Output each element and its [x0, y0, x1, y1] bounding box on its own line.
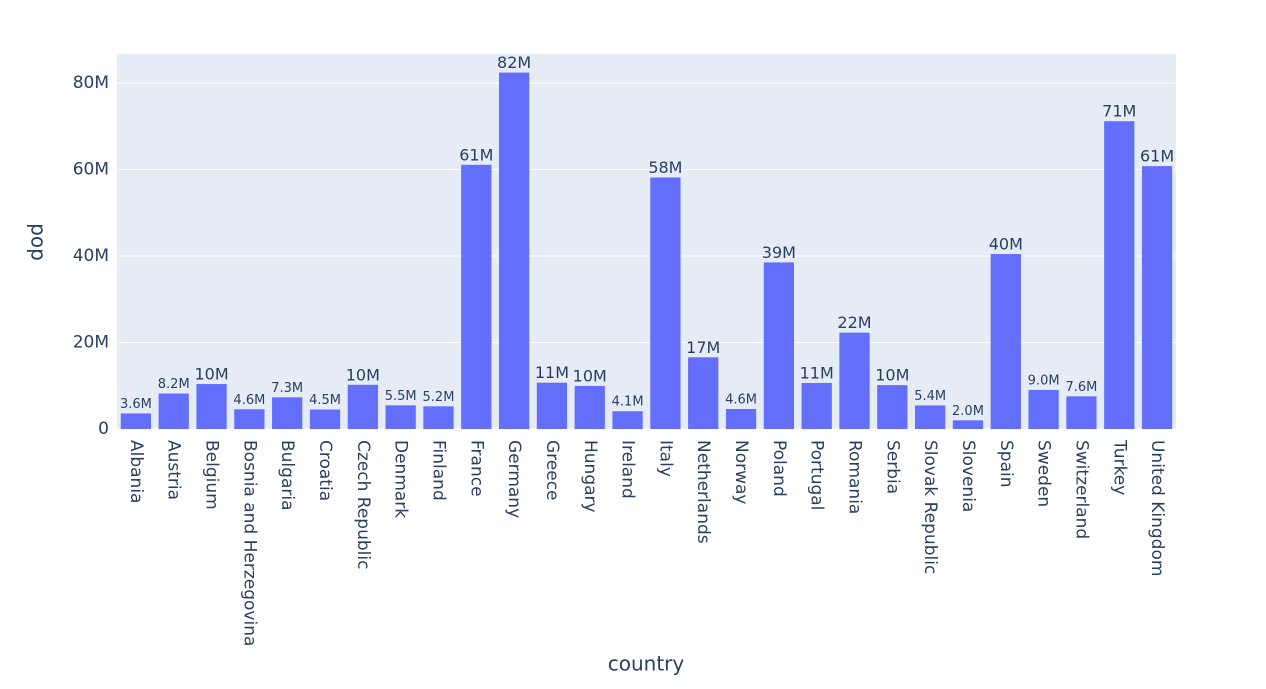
- x-tick-label: Denmark: [391, 440, 411, 518]
- x-tick-label: Italy: [655, 440, 675, 477]
- data-label: 61M: [1140, 147, 1174, 166]
- bar: [234, 409, 265, 429]
- bar: [574, 385, 605, 429]
- data-label: 58M: [648, 158, 682, 177]
- bar: [120, 413, 152, 429]
- x-tick-label: Bulgaria: [277, 440, 297, 511]
- x-tick-label: Germany: [504, 440, 524, 518]
- x-tick-label: Ireland: [618, 440, 638, 499]
- bar: [385, 405, 416, 429]
- bar: [650, 177, 681, 429]
- data-label: 4.5M: [309, 393, 341, 408]
- data-label: 9.0M: [1028, 373, 1060, 388]
- bar: [801, 382, 832, 429]
- x-tick-label: Albania: [126, 440, 146, 503]
- bar: [877, 385, 908, 429]
- x-tick-label: Greece: [542, 440, 562, 501]
- y-tick-label: 0: [98, 419, 109, 439]
- x-tick-label: Slovak Republic: [920, 440, 940, 574]
- y-tick-label: 20M: [73, 332, 109, 352]
- x-tick-label: Czech Republic: [353, 440, 373, 569]
- x-tick-label: Poland: [769, 440, 789, 497]
- bar: [536, 382, 568, 429]
- x-tick-label: Netherlands: [693, 440, 713, 544]
- data-label: 71M: [1102, 102, 1136, 121]
- x-tick-label: Turkey: [1109, 439, 1129, 495]
- x-tick-label: Serbia: [882, 440, 902, 494]
- bar: [158, 393, 189, 429]
- x-tick-label: Portugal: [807, 440, 827, 510]
- bar: [915, 405, 946, 429]
- y-tick-label: 60M: [73, 159, 109, 179]
- bar: [1028, 389, 1059, 429]
- data-label: 11M: [535, 363, 569, 382]
- x-tick-label: Austria: [164, 440, 184, 500]
- data-label: 17M: [686, 338, 720, 357]
- bar: [612, 411, 643, 429]
- x-tick-label: Slovenia: [958, 440, 978, 512]
- data-label: 4.6M: [725, 392, 757, 407]
- bar: [725, 408, 757, 429]
- x-tick-label: Hungary: [580, 440, 600, 513]
- data-label: 5.5M: [385, 389, 417, 404]
- bar: [990, 254, 1021, 429]
- data-label: 5.4M: [914, 389, 946, 404]
- bar: [688, 357, 719, 429]
- x-tick-label: Spain: [996, 440, 1016, 488]
- data-label: 5.2M: [423, 390, 455, 405]
- bar: [1141, 166, 1173, 429]
- x-tick-label: United Kingdom: [1147, 440, 1167, 576]
- data-label: 8.2M: [158, 377, 190, 392]
- bar: [309, 409, 341, 429]
- data-label: 10M: [194, 365, 228, 384]
- y-axis-title: pop: [27, 223, 51, 261]
- data-label: 22M: [837, 313, 871, 332]
- x-tick-label: Croatia: [315, 440, 335, 501]
- x-tick-label: Switzerland: [1071, 440, 1091, 539]
- bar: [839, 332, 870, 429]
- bar: [952, 420, 984, 429]
- data-label: 10M: [875, 366, 909, 385]
- data-label: 3.6M: [120, 397, 152, 412]
- bar: [196, 384, 227, 429]
- data-label: 7.6M: [1066, 380, 1098, 395]
- bar: [347, 384, 378, 429]
- x-axis-title: country: [608, 652, 685, 676]
- data-label: 39M: [762, 243, 796, 262]
- bar: [461, 164, 492, 429]
- bar: [1066, 396, 1097, 429]
- x-tick-label: Romania: [845, 440, 865, 514]
- bar: [423, 406, 454, 429]
- data-label: 4.6M: [233, 393, 265, 408]
- data-label: 82M: [497, 53, 531, 72]
- data-label: 10M: [346, 365, 380, 384]
- bar: [272, 397, 303, 429]
- x-tick-label: France: [466, 440, 486, 497]
- y-tick-label: 80M: [73, 73, 109, 93]
- data-label: 2.0M: [952, 404, 984, 419]
- data-label: 40M: [989, 235, 1023, 254]
- data-label: 11M: [800, 363, 834, 382]
- bar: [1104, 121, 1135, 429]
- bar: [763, 262, 795, 429]
- x-tick-label: Sweden: [1034, 440, 1054, 507]
- data-label: 4.1M: [612, 395, 644, 410]
- y-tick-label: 40M: [73, 246, 109, 266]
- data-label: 10M: [573, 366, 607, 385]
- data-label: 7.3M: [271, 381, 303, 396]
- data-label: 61M: [459, 145, 493, 164]
- x-tick-label: Finland: [428, 440, 448, 501]
- bar: [498, 72, 530, 430]
- x-tick-label: Belgium: [202, 440, 222, 510]
- x-tick-label: Norway: [731, 440, 751, 505]
- x-tick-label: Bosnia and Herzegovina: [239, 440, 259, 646]
